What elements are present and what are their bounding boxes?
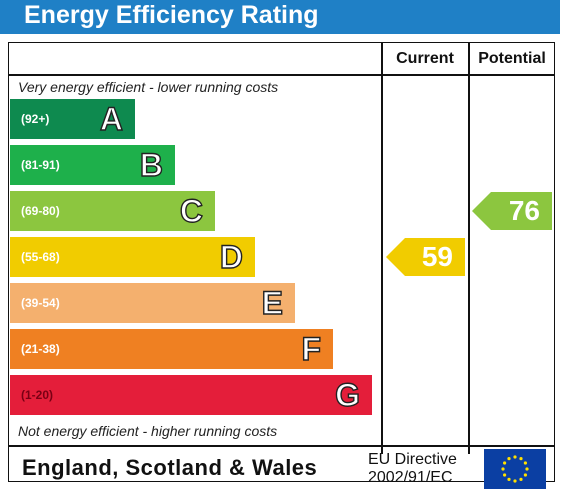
band-e: (39-54) E bbox=[10, 283, 295, 323]
band-range-label: (1-20) bbox=[21, 388, 54, 402]
band-f: (21-38) F bbox=[10, 329, 333, 369]
footer-divider bbox=[8, 445, 555, 447]
potential-arrow-shape bbox=[472, 192, 552, 230]
band-range-label: (81-91) bbox=[21, 158, 60, 172]
eu-directive-text: EU Directive 2002/91/EC bbox=[368, 451, 457, 487]
potential-rating-value: 76 bbox=[508, 195, 540, 226]
band-range-label: (92+) bbox=[21, 112, 50, 126]
divider-potential bbox=[468, 42, 470, 454]
band-c: (69-80) C bbox=[10, 191, 215, 231]
eu-flag-icon bbox=[484, 449, 546, 489]
eu-stars bbox=[501, 455, 529, 483]
band-letter-label: F bbox=[301, 330, 322, 367]
band-letter-label: C bbox=[179, 192, 204, 229]
footer-country: England, Scotland & Wales bbox=[22, 455, 318, 480]
potential-column-header: Potential bbox=[478, 50, 546, 67]
band-range-label: (39-54) bbox=[21, 296, 60, 310]
current-arrow-shape bbox=[386, 238, 465, 276]
band-a: (92+) A bbox=[10, 99, 135, 139]
band-letter-label: B bbox=[139, 146, 164, 183]
eu-directive-line1: EU Directive bbox=[368, 451, 457, 468]
band-letter-label: G bbox=[334, 376, 360, 413]
potential-rating-arrow: 76 bbox=[472, 192, 552, 230]
chart-title: Energy Efficiency Rating bbox=[24, 1, 319, 29]
header-divider bbox=[8, 74, 555, 76]
current-column-header: Current bbox=[396, 50, 454, 67]
current-rating-value: 59 bbox=[421, 241, 453, 272]
divider-current bbox=[381, 42, 383, 454]
band-g: (1-20) G bbox=[10, 375, 372, 415]
current-rating-arrow: 59 bbox=[386, 238, 465, 276]
band-range-label: (55-68) bbox=[21, 250, 60, 264]
bottom-caption: Not energy efficient - higher running co… bbox=[18, 423, 278, 439]
title-bar: Energy Efficiency Rating bbox=[0, 0, 560, 34]
band-letter-label: D bbox=[219, 238, 244, 275]
eu-directive-line2: 2002/91/EC bbox=[368, 469, 453, 486]
band-b: (81-91) B bbox=[10, 145, 175, 185]
band-letter-label: E bbox=[261, 284, 284, 321]
band-range-label: (69-80) bbox=[21, 204, 60, 218]
band-letter-label: A bbox=[99, 100, 124, 137]
top-caption: Very energy efficient - lower running co… bbox=[18, 79, 279, 95]
band-d: (55-68) D bbox=[10, 237, 255, 277]
band-range-label: (21-38) bbox=[21, 342, 60, 356]
